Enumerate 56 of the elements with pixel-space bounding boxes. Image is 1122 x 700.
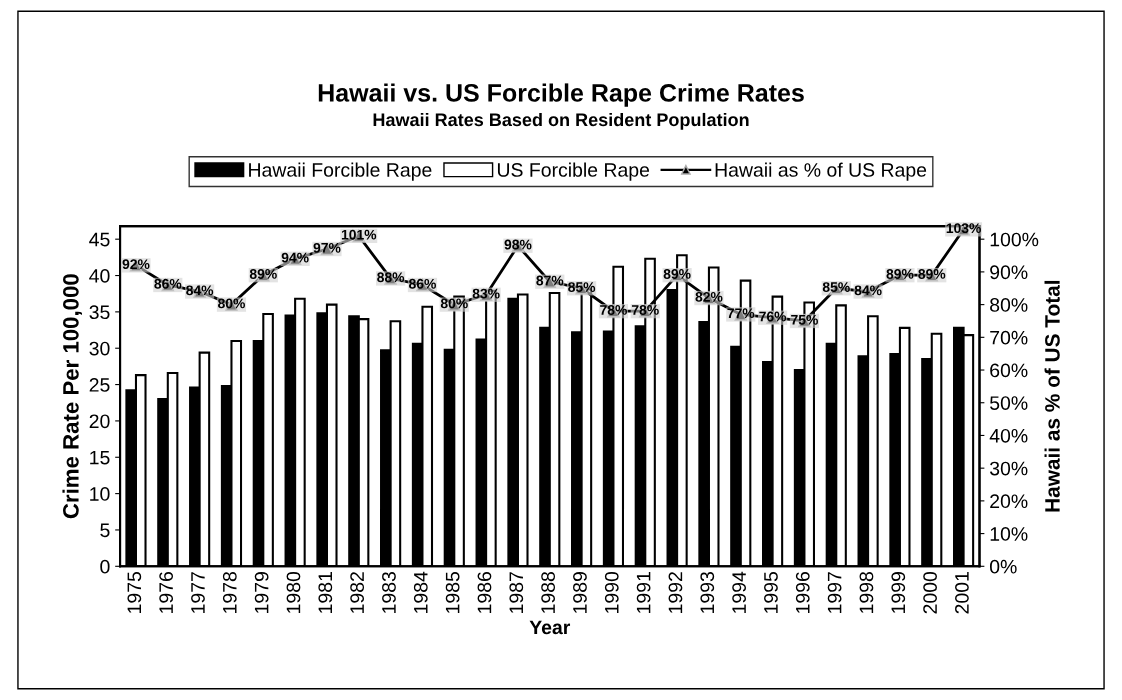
x-tick-label: 1984 (413, 571, 428, 613)
x-tick-label: 1976 (159, 572, 174, 613)
y-tick-label: 45 (89, 232, 110, 247)
legend-label: US Forcible Rape (497, 162, 650, 181)
y-tick-label: 15 (90, 450, 110, 465)
x-tick-label: 1977 (191, 572, 205, 613)
x-tick-label: 1994 (732, 571, 746, 613)
y-tick-label: 30 (89, 341, 110, 356)
y-tick-label: 20 (89, 414, 110, 429)
x-tick-label: 1981 (318, 572, 333, 613)
x-tick-label: 2000 (923, 571, 937, 614)
y2-tick-label: 70% (990, 330, 1028, 345)
y2-tick-label: 60% (990, 363, 1028, 378)
x-tick-label: 1989 (573, 572, 587, 613)
x-axis-title: Year (529, 620, 571, 635)
x-tick-label: 1986 (477, 572, 492, 613)
y2-tick-label: 100% (990, 232, 1039, 247)
x-tick-label: 1998 (859, 572, 874, 613)
y2-tick-label: 80% (990, 298, 1028, 312)
y-tick-label: 5 (100, 523, 110, 538)
y2-tick-label: 20% (990, 494, 1028, 509)
chart-title: Hawaii vs. US Forcible Rape Crime Rates (318, 83, 804, 107)
x-tick-label: 1975 (127, 571, 142, 613)
x-tick-label: 1982 (350, 572, 365, 613)
legend-label: Hawaii Forcible Rape (249, 162, 432, 181)
x-tick-label: 1996 (795, 572, 810, 613)
chart-subtitle: Hawaii Rates Based on Resident Population (373, 112, 749, 130)
legend-label: Hawaii as % of US Rape (715, 162, 927, 181)
y2-axis-title: Hawaii as % of US Total (1044, 280, 1060, 512)
x-tick-label: 1985 (445, 571, 460, 613)
y-tick-label: 10 (90, 487, 110, 501)
x-tick-label: 1991 (636, 572, 651, 613)
x-tick-label: 1979 (254, 572, 269, 613)
x-tick-label: 1983 (382, 572, 396, 613)
x-tick-label: 1987 (509, 572, 524, 613)
y2-tick-label: 0% (989, 559, 1017, 574)
y-axis-title: Crime Rate Per 100,000 (62, 274, 82, 519)
y-tick-label: 0 (100, 559, 110, 574)
x-tick-label: 1990 (604, 571, 619, 613)
y-tick-label: 25 (89, 378, 110, 392)
x-tick-label: 1980 (286, 571, 301, 613)
y-tick-label: 35 (89, 305, 110, 320)
y2-tick-label: 10% (990, 527, 1028, 541)
x-tick-label: 1993 (700, 572, 715, 613)
x-tick-label: 1999 (891, 572, 906, 613)
x-tick-label: 1995 (764, 571, 778, 613)
x-tick-label: 2001 (955, 572, 969, 614)
y-tick-label: 40 (89, 269, 110, 283)
y2-tick-label: 40% (989, 428, 1028, 443)
y2-tick-label: 30% (989, 461, 1028, 476)
x-tick-label: 1988 (541, 572, 555, 613)
x-tick-label: 1978 (222, 572, 237, 613)
x-tick-label: 1992 (668, 572, 683, 613)
y2-tick-label: 90% (990, 265, 1028, 280)
x-tick-label: 1997 (827, 572, 842, 613)
y2-tick-label: 50% (990, 396, 1028, 410)
